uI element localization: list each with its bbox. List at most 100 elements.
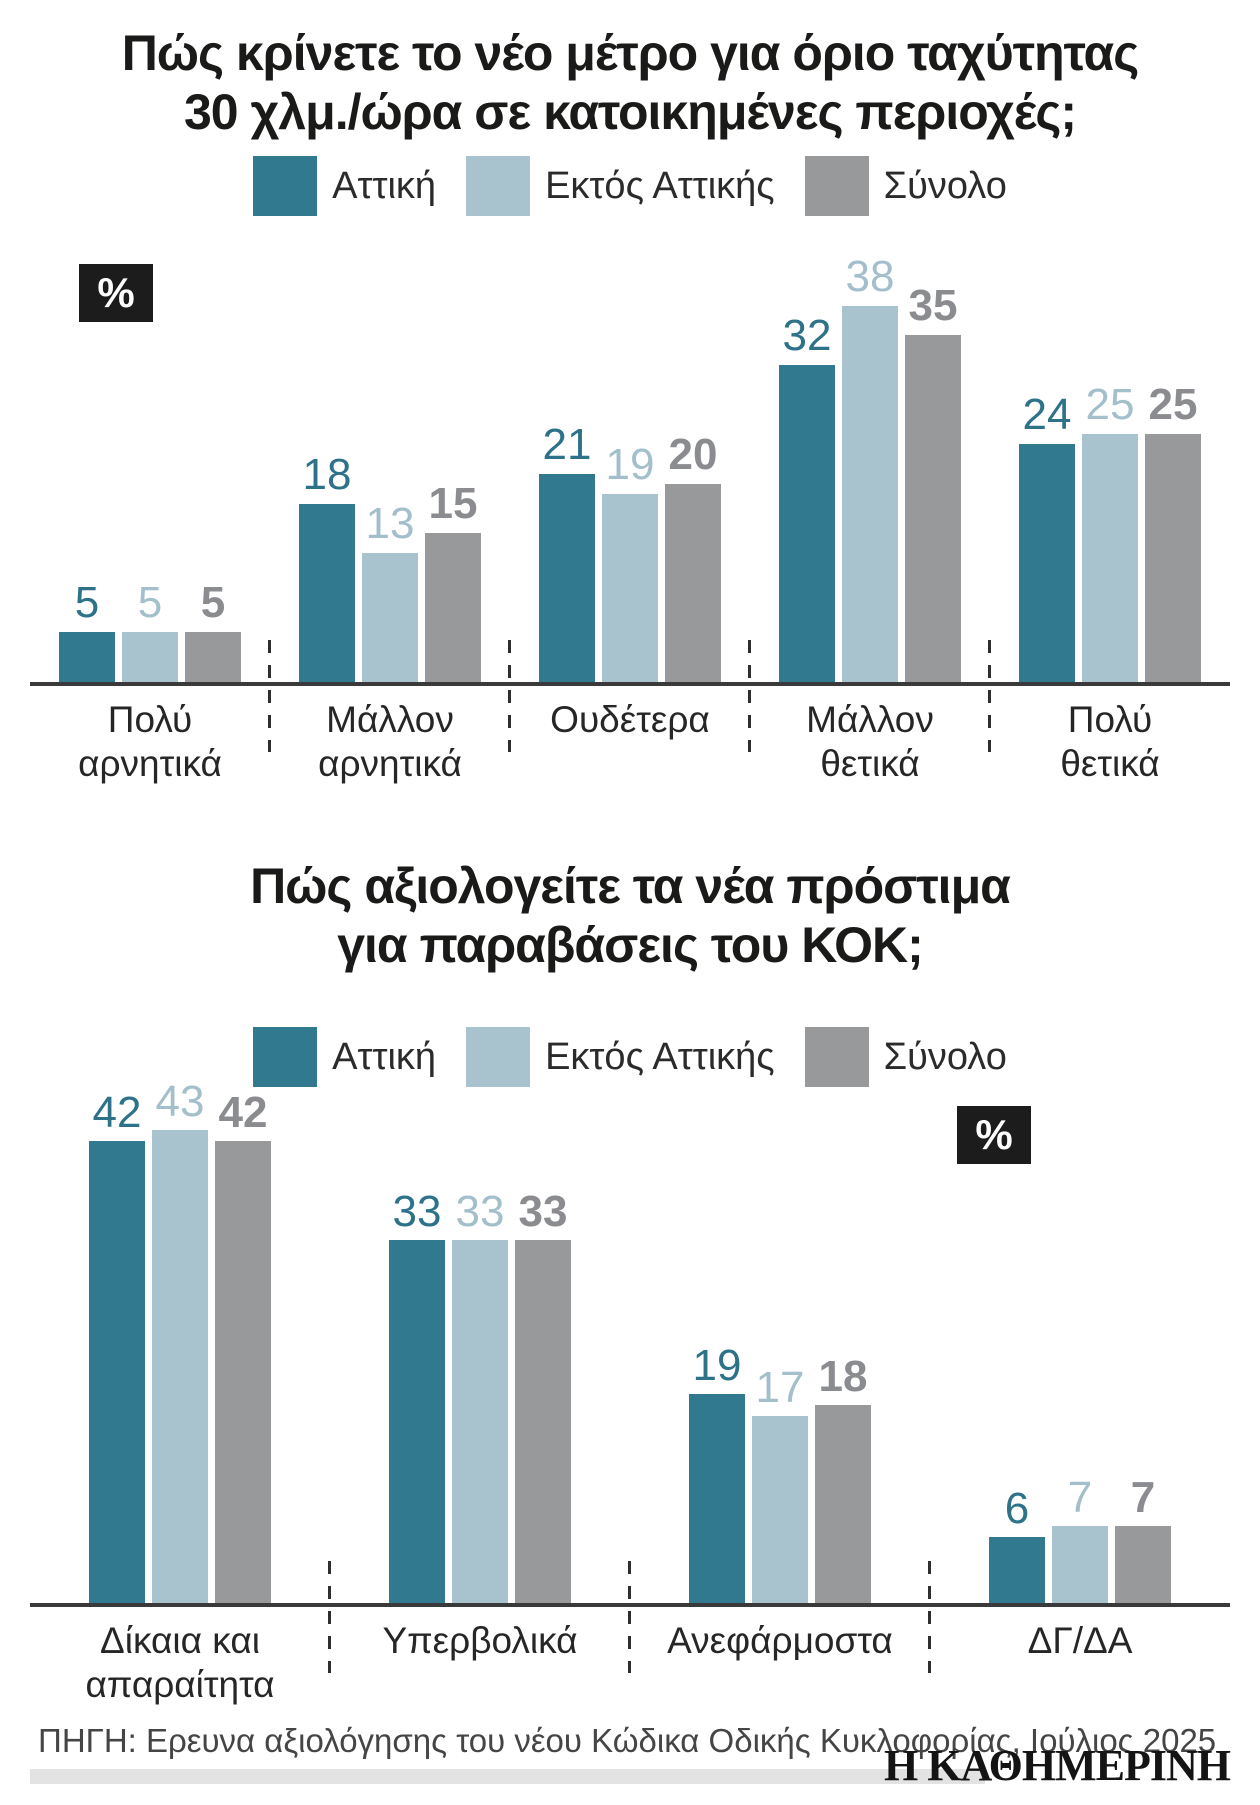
value-label-attiki: 42 [92,1087,142,1137]
separator-line [268,640,271,752]
bar-unit-ektos-attikis: 13 [362,502,418,682]
value-label-synolo: 18 [818,1351,868,1401]
bar-unit-attiki: 21 [539,423,595,682]
value-label-attiki: 6 [1004,1483,1030,1533]
legend-item-synolo: Σύνολο [804,156,1007,216]
footer-strip [30,1769,985,1784]
bar-unit-ektos-attikis: 33 [452,1186,508,1604]
bar-unit-synolo: 18 [815,1351,871,1604]
bar-attiki [989,1537,1045,1604]
percent-badge: % [957,1106,1031,1165]
category-label: Μάλλον αρνητικά [318,699,462,784]
separator-line [748,640,751,752]
value-label-synolo: 20 [668,430,718,480]
legend-label: Σύνολο [883,164,1007,207]
legend-label: Σύνολο [883,1035,1007,1078]
separator-line [988,640,991,752]
chart-2-title: Πώς αξιολογείτε τα νέα πρόστιμα για παρα… [250,858,1011,974]
bar-synolo [425,533,481,682]
category-labels-row: Πολύ αρνητικά Μάλλον αρνητικά Ουδέτερα Μάλλ… [30,686,1230,785]
bar-unit-attiki: 32 [779,314,835,682]
bar-ektos-attikis [122,632,178,682]
chart-1-legend: Αττική Εκτός Αττικής Σύνολο [0,156,1260,216]
category-label: Πολύ αρνητικά [78,699,222,784]
plot-area: % 42 43 42 33 33 33 19 17 18 6 7 7 [30,1079,1230,1608]
category-label: ΔΓ/ΔΑ [1027,1620,1133,1662]
value-label-ektos-attikis: 38 [845,252,895,302]
value-label-synolo: 25 [1148,380,1198,430]
bar-ektos-attikis [602,494,658,682]
separator-line [508,640,511,752]
legend-swatch-synolo [804,1027,869,1088]
bar-attiki [539,474,595,682]
legend-label: Αττική [332,164,437,207]
chart-1-title: Πώς κρίνετε το νέο μέτρο για όριο ταχύτη… [121,25,1140,140]
bar-unit-ektos-attikis: 38 [842,252,898,682]
value-label-attiki: 5 [74,578,100,628]
bar-attiki [389,1240,445,1604]
bar-unit-ektos-attikis: 19 [602,440,658,682]
bar-synolo [185,632,241,682]
bar-attiki [89,1141,145,1604]
category-label: Πολύ θετικά [1060,699,1160,784]
legend-swatch-attiki [253,1027,318,1088]
legend-item-attiki: Αττική [253,1027,436,1088]
legend-swatch-synolo [804,156,869,216]
value-label-attiki: 24 [1022,390,1072,440]
chart-2-legend: Αττική Εκτός Αττικής Σύνολο [0,1027,1260,1088]
bar-synolo [815,1405,871,1604]
value-label-ektos-attikis: 17 [755,1362,805,1412]
value-label-ektos-attikis: 5 [137,578,163,628]
bar-group: 42 43 42 [30,1079,330,1604]
chart-1-area: % 5 5 5 18 13 15 21 19 20 32 38 35 24 25 25 Πολύ αρνητικ… [30,220,1230,785]
value-label-attiki: 33 [392,1186,442,1236]
category-labels-row: Δίκαια και απαραίτητα Υπερβολικά Ανεφάρμοσ… [30,1607,1230,1706]
bar-ektos-attikis [452,1240,508,1604]
bar-ektos-attikis [1052,1526,1108,1604]
legend-label: Εκτός Αττικής [545,1035,775,1078]
bar-unit-synolo: 5 [185,578,241,682]
value-label-synolo: 35 [908,281,958,331]
bar-unit-attiki: 18 [299,450,355,682]
value-label-ektos-attikis: 7 [1067,1472,1093,1522]
bar-ektos-attikis [362,553,418,682]
category-label: Μάλλον θετικά [806,699,934,784]
bar-unit-attiki: 5 [59,578,115,682]
chart-2-section: Πώς αξιολογείτε τα νέα πρόστιμα για παρα… [0,857,1260,1706]
legend-swatch-ektos-attikis [466,156,531,216]
bar-unit-synolo: 15 [425,482,481,682]
bar-synolo [1115,1526,1171,1604]
bar-groups: 5 5 5 18 13 15 21 19 20 32 38 35 24 25 25 [30,220,1230,682]
value-label-synolo: 42 [218,1087,268,1137]
value-label-attiki: 18 [302,450,352,500]
bar-unit-ektos-attikis: 43 [152,1076,208,1604]
value-label-synolo: 33 [518,1186,568,1236]
bar-group: 21 19 20 [510,220,750,682]
bar-unit-attiki: 33 [389,1186,445,1604]
legend-item-attiki: Αττική [253,156,436,216]
bar-unit-synolo: 20 [665,430,721,682]
bar-attiki [1019,444,1075,682]
category-label: Υπερβολικά [382,1620,578,1662]
category-label: Ανεφάρμοστα [667,1620,893,1662]
bar-attiki [299,504,355,682]
value-label-ektos-attikis: 43 [155,1076,205,1126]
value-label-ektos-attikis: 19 [605,440,655,490]
legend-swatch-ektos-attikis [466,1027,531,1088]
chart-1-section: Πώς κρίνετε το νέο μέτρο για όριο ταχύτη… [0,24,1260,785]
bar-unit-synolo: 35 [905,281,961,682]
bar-unit-ektos-attikis: 7 [1052,1472,1108,1604]
bar-ektos-attikis [752,1416,808,1604]
bar-synolo [665,484,721,682]
bar-unit-attiki: 42 [89,1087,145,1604]
bar-unit-ektos-attikis: 17 [752,1362,808,1604]
source-note: ΠΗΓΗ: Ερευνα αξιολόγησης του νέου Κώδικα… [38,1722,1217,1759]
bar-unit-synolo: 33 [515,1186,571,1604]
bar-ektos-attikis [842,306,898,682]
legend-label: Εκτός Αττικής [545,164,775,207]
legend-swatch-attiki [253,156,318,216]
value-label-ektos-attikis: 33 [455,1186,505,1236]
value-label-synolo: 5 [200,578,226,628]
bar-unit-synolo: 42 [215,1087,271,1604]
